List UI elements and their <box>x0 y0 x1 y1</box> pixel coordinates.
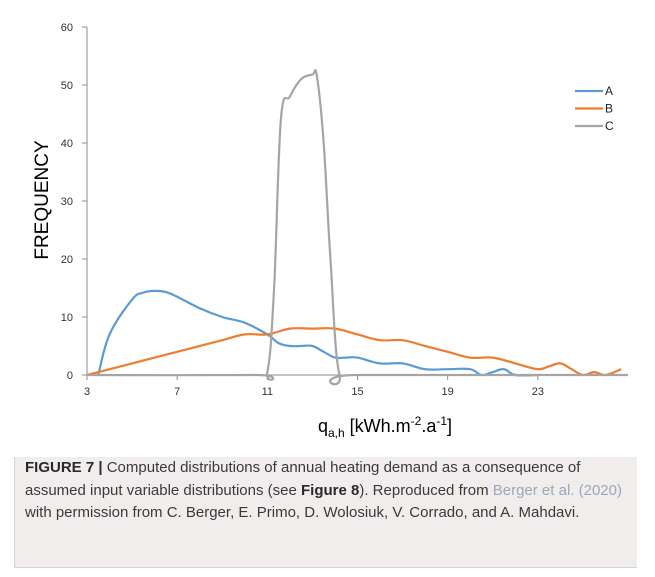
x-axis-label-unit-exp1: -2 <box>411 414 422 428</box>
y-tick-label: 10 <box>61 312 73 324</box>
legend: ABC <box>575 84 614 133</box>
x-axis-label: qa,h [kWh.m-2.a-1] <box>318 414 452 440</box>
y-axis-label: FREQUENCY <box>32 140 53 260</box>
x-axis-label-unit-post: ] <box>447 416 452 436</box>
x-axis-label-subscript: a,h <box>328 426 345 440</box>
x-tick-label: 3 <box>84 386 90 398</box>
series-layer <box>86 69 628 386</box>
x-tick-label: 11 <box>262 386 273 398</box>
y-tick-label: 40 <box>61 138 73 150</box>
x-axis-label-unit-pre: [kWh.m <box>345 416 411 436</box>
caption-body-1: Computed distributions of annual heating… <box>25 459 581 499</box>
axes: 0 10 20 30 40 50 60 3 7 11 15 19 23 <box>61 22 628 398</box>
y-tick-label: 50 <box>61 80 73 92</box>
caption-body-3: with permission from C. Berger, E. Primo… <box>25 504 580 521</box>
x-axis-label-symbol: q <box>318 416 328 436</box>
series-line-c <box>86 69 628 386</box>
series-line-a <box>97 289 538 377</box>
x-tick-label: 23 <box>532 386 544 398</box>
citation-link[interactable]: Berger et al. (2020) <box>492 481 622 499</box>
y-tick-label: 20 <box>61 254 73 266</box>
y-tick-label: 30 <box>61 196 73 208</box>
x-tick-label: 19 <box>442 386 454 398</box>
caption-text: FIGURE 7 | Computed distributions of ann… <box>25 457 630 525</box>
legend-label-a: A <box>605 84 613 98</box>
y-tick-label: 60 <box>61 22 73 34</box>
caption-body-2: ). Reproduced from <box>359 481 493 499</box>
figure-reference-link[interactable]: Figure 8 <box>300 481 360 499</box>
x-axis-label-unit-exp2: -1 <box>436 414 447 428</box>
x-tick-label: 7 <box>174 386 180 398</box>
figure-caption: FIGURE 7 | Computed distributions of ann… <box>14 457 637 568</box>
x-tick-label: 15 <box>351 386 363 398</box>
line-chart: 0 10 20 30 40 50 60 3 7 11 15 19 23 ABC FREQUENCY qa… <box>32 22 628 440</box>
series-line-b <box>86 327 622 377</box>
x-axis-label-unit-mid: .a <box>421 416 437 436</box>
y-tick-label: 0 <box>67 370 73 382</box>
caption-label: FIGURE 7 | <box>25 459 103 476</box>
legend-label-b: B <box>605 102 613 116</box>
legend-label-c: C <box>605 119 614 133</box>
